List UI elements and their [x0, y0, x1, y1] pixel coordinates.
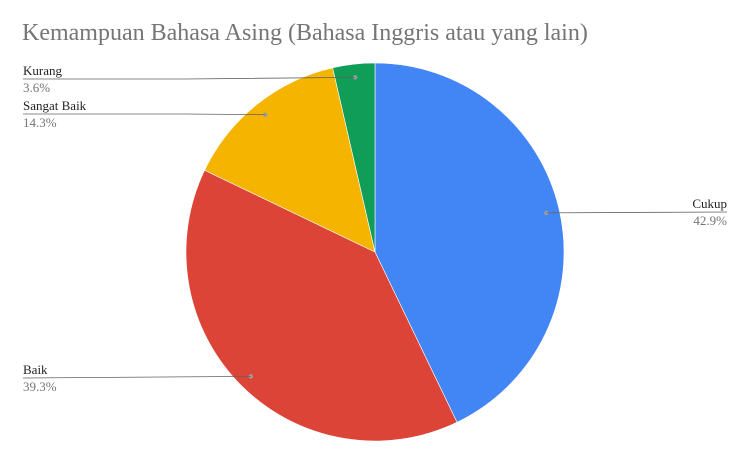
- leader-line-kurang: [23, 76, 356, 80]
- slice-percent-sangat-baik: 14.3%: [23, 115, 57, 130]
- slice-percent-baik: 39.3%: [23, 379, 57, 394]
- leader-line-cukup: [546, 211, 728, 214]
- slice-label-kurang: Kurang: [23, 63, 62, 78]
- slice-label-sangat-baik: Sangat Baik: [23, 98, 87, 113]
- pie-slice-sangat-baik: [204, 67, 376, 253]
- pie-slice-baik: [185, 169, 458, 442]
- slice-label-baik: Baik: [23, 362, 48, 377]
- leader-line-sangat-baik: [23, 113, 266, 116]
- pie-slice-cukup: [374, 62, 565, 423]
- pie-slices: [185, 62, 565, 442]
- chart-title: Kemampuan Bahasa Asing (Bahasa Inggris a…: [22, 20, 588, 46]
- slice-percent-kurang: 3.6%: [23, 80, 50, 95]
- slice-label-cukup: Cukup: [692, 196, 727, 211]
- slice-labels: Cukup 42.9% Baik 39.3% Sangat Baik 14.3% Kuran…: [22, 63, 728, 394]
- slice-percent-cukup: 42.9%: [693, 213, 727, 228]
- pie-slice-kurang: [332, 62, 376, 253]
- leader-line-baik: [22, 375, 251, 379]
